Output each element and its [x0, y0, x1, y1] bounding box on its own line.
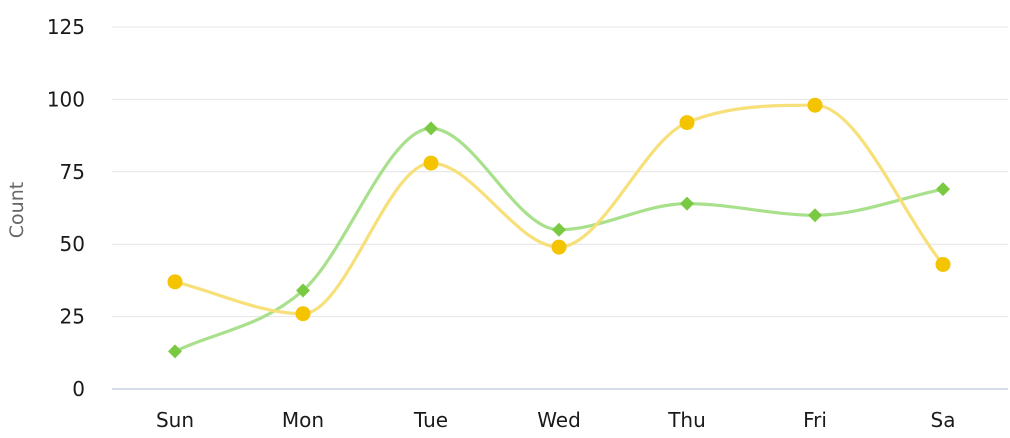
data-point — [808, 208, 822, 223]
data-point — [680, 196, 694, 211]
y-tick-label: 50 — [60, 232, 85, 256]
data-point — [424, 121, 438, 136]
data-point — [295, 306, 311, 322]
y-tick-label: 0 — [72, 377, 85, 401]
series-group — [167, 97, 951, 359]
series-2 — [167, 97, 951, 322]
y-tick-label: 125 — [47, 15, 85, 39]
data-point — [552, 222, 566, 237]
x-tick-label: Tue — [413, 408, 448, 432]
data-point — [168, 344, 182, 359]
series-1 — [168, 121, 950, 359]
data-point — [167, 274, 183, 290]
x-tick-label: Sa — [931, 408, 956, 432]
data-point — [296, 283, 310, 298]
data-point — [423, 155, 439, 171]
data-point — [935, 256, 951, 272]
y-tick-label: 25 — [60, 305, 85, 329]
y-tick-label: 75 — [60, 160, 85, 184]
x-tick-label: Wed — [537, 408, 581, 432]
data-point — [807, 97, 823, 113]
x-tick-label: Sun — [156, 408, 194, 432]
data-point — [936, 182, 950, 197]
y-axis-ticks: 0 25 50 75 100 125 — [47, 15, 85, 401]
series-line — [173, 103, 945, 316]
x-axis-ticks: Sun Mon Tue Wed Thu Fri Sa — [156, 408, 956, 432]
x-tick-label: Thu — [667, 408, 706, 432]
y-axis-title: Count — [6, 182, 28, 238]
y-tick-label: 100 — [47, 87, 85, 111]
x-tick-label: Fri — [803, 408, 827, 432]
x-tick-label: Mon — [282, 408, 324, 432]
data-point — [679, 115, 695, 131]
data-point — [551, 239, 567, 255]
